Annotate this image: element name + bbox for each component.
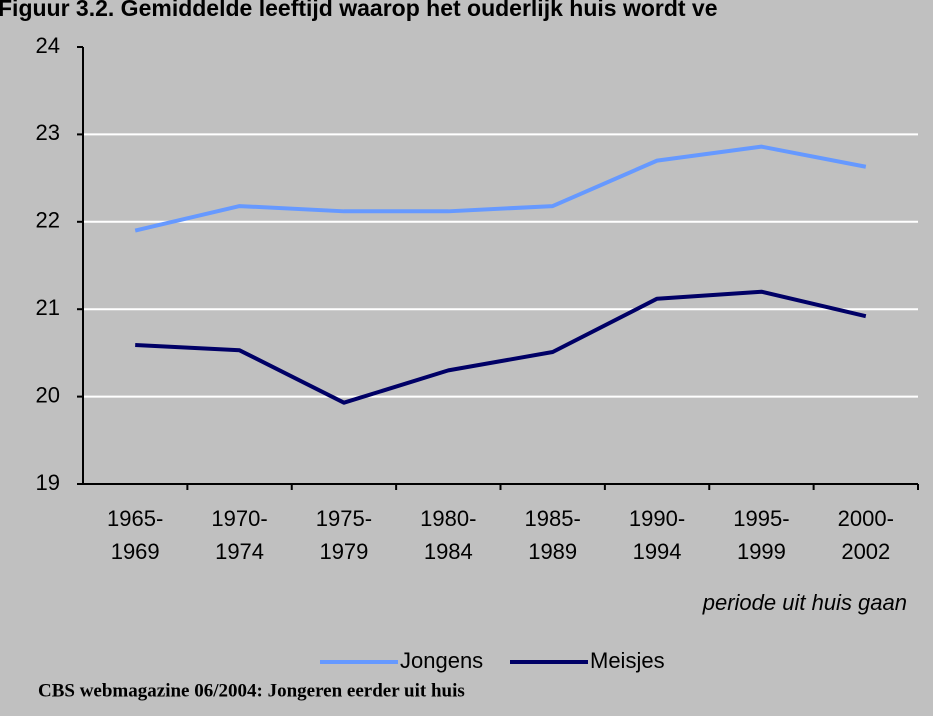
- x-tick-label: 1994: [633, 539, 682, 564]
- x-tick-label: 1974: [215, 539, 264, 564]
- y-tick-label: 21: [36, 295, 60, 320]
- x-tick-label: 1979: [319, 539, 368, 564]
- x-tick-label: 1995-: [733, 506, 789, 531]
- y-tick-label: 22: [36, 208, 60, 233]
- x-tick-label: 2000-: [838, 506, 894, 531]
- x-tick-label: 1985-: [525, 506, 581, 531]
- y-tick-label: 20: [36, 382, 60, 407]
- x-tick-label: 1989: [528, 539, 577, 564]
- x-tick-label: 1970-: [211, 506, 267, 531]
- x-tick-label: 1990-: [629, 506, 685, 531]
- legend-label: Jongens: [400, 648, 483, 673]
- line-series: [135, 289, 867, 405]
- y-tick-label: 19: [36, 470, 60, 495]
- line-series: [134, 144, 867, 233]
- x-tick-label: 1999: [737, 539, 786, 564]
- x-tick-label: 1984: [424, 539, 473, 564]
- x-tick-label: 1980-: [420, 506, 476, 531]
- x-tick-label: 2002: [841, 539, 890, 564]
- legend-label: Meisjes: [590, 648, 665, 673]
- y-tick-label: 23: [36, 120, 60, 145]
- y-tick-label: 24: [36, 33, 60, 58]
- x-tick-label: 1975-: [316, 506, 372, 531]
- source-note: CBS webmagazine 06/2004: Jongeren eerder…: [38, 680, 465, 701]
- chart-title: Figuur 3.2. Gemiddelde leeftijd waarop h…: [0, 0, 718, 21]
- x-axis-label: periode uit huis gaan: [702, 590, 907, 615]
- x-tick-label: 1969: [111, 539, 160, 564]
- x-tick-label: 1965-: [107, 506, 163, 531]
